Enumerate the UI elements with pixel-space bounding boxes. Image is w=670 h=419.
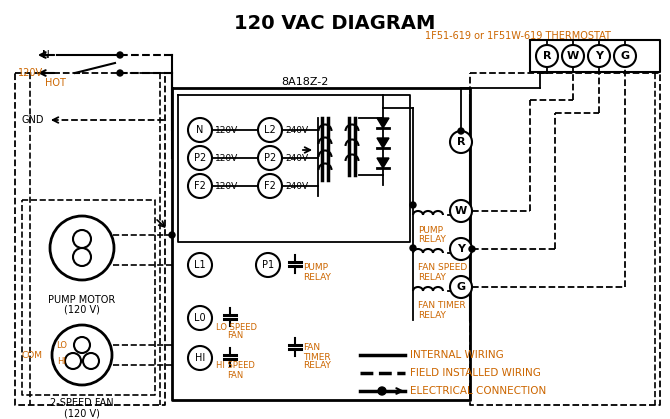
Text: L1: L1 [194, 260, 206, 270]
Text: Y: Y [595, 51, 603, 61]
Text: 240V: 240V [285, 153, 308, 163]
Text: INTERNAL WIRING: INTERNAL WIRING [410, 350, 504, 360]
Circle shape [378, 387, 386, 395]
Circle shape [65, 353, 81, 369]
Text: RELAY: RELAY [418, 272, 446, 282]
Text: PUMP MOTOR: PUMP MOTOR [48, 295, 116, 305]
Text: 1F51-619 or 1F51W-619 THERMOSTAT: 1F51-619 or 1F51W-619 THERMOSTAT [425, 31, 611, 41]
Circle shape [169, 232, 175, 238]
Text: PUMP: PUMP [418, 225, 443, 235]
Text: 120 VAC DIAGRAM: 120 VAC DIAGRAM [234, 14, 436, 33]
Circle shape [117, 70, 123, 76]
Text: TIMER: TIMER [303, 352, 330, 362]
Text: N: N [42, 50, 50, 60]
Circle shape [188, 306, 212, 330]
Circle shape [410, 245, 416, 251]
Text: G: G [456, 282, 466, 292]
Text: FIELD INSTALLED WIRING: FIELD INSTALLED WIRING [410, 368, 541, 378]
Text: R: R [543, 51, 551, 61]
Text: (120 V): (120 V) [64, 408, 100, 418]
Text: P2: P2 [194, 153, 206, 163]
Text: RELAY: RELAY [303, 272, 331, 282]
Text: FAN SPEED: FAN SPEED [418, 264, 467, 272]
Circle shape [188, 253, 212, 277]
Circle shape [458, 128, 464, 134]
Text: FAN: FAN [303, 344, 320, 352]
Text: R: R [457, 137, 465, 147]
Circle shape [73, 230, 91, 248]
Text: W: W [567, 51, 579, 61]
Text: COM: COM [21, 351, 42, 360]
Circle shape [52, 325, 112, 385]
Circle shape [536, 45, 558, 67]
Text: 2-SPEED FAN: 2-SPEED FAN [50, 398, 114, 408]
Text: (120 V): (120 V) [64, 305, 100, 315]
Text: RELAY: RELAY [303, 362, 331, 370]
Circle shape [117, 52, 123, 58]
Circle shape [450, 200, 472, 222]
Text: FAN: FAN [227, 331, 243, 341]
Circle shape [83, 353, 99, 369]
Text: HI: HI [195, 353, 205, 363]
Circle shape [188, 118, 212, 142]
Text: 120V: 120V [215, 181, 239, 191]
Text: P2: P2 [264, 153, 276, 163]
Text: L0: L0 [194, 313, 206, 323]
Text: F2: F2 [264, 181, 276, 191]
Text: G: G [620, 51, 630, 61]
Text: FAN: FAN [227, 370, 243, 380]
Circle shape [50, 216, 114, 280]
Polygon shape [377, 138, 389, 148]
Circle shape [74, 337, 90, 353]
Circle shape [562, 45, 584, 67]
Text: RELAY: RELAY [418, 310, 446, 320]
Circle shape [258, 146, 282, 170]
Circle shape [188, 346, 212, 370]
Polygon shape [377, 158, 389, 168]
Text: HI: HI [58, 357, 66, 365]
Text: N: N [196, 125, 204, 135]
Circle shape [450, 276, 472, 298]
Circle shape [73, 248, 91, 266]
Text: 120V: 120V [215, 153, 239, 163]
Circle shape [410, 202, 416, 208]
Circle shape [258, 174, 282, 198]
Circle shape [588, 45, 610, 67]
Circle shape [188, 146, 212, 170]
Text: Y: Y [457, 244, 465, 254]
Text: 240V: 240V [285, 126, 308, 134]
Text: LO SPEED: LO SPEED [216, 323, 257, 331]
Circle shape [450, 238, 472, 260]
Text: GND: GND [22, 115, 44, 125]
Text: W: W [455, 206, 467, 216]
Circle shape [258, 118, 282, 142]
Circle shape [450, 131, 472, 153]
Text: LO: LO [56, 341, 68, 349]
Text: 120V: 120V [215, 126, 239, 134]
Text: P1: P1 [262, 260, 274, 270]
Circle shape [469, 246, 475, 252]
Circle shape [256, 253, 280, 277]
Circle shape [188, 174, 212, 198]
Text: RELAY: RELAY [418, 235, 446, 243]
Text: F2: F2 [194, 181, 206, 191]
Text: HI SPEED: HI SPEED [216, 362, 255, 370]
Text: 8A18Z-2: 8A18Z-2 [281, 77, 329, 87]
Polygon shape [377, 118, 389, 128]
Text: FAN TIMER: FAN TIMER [418, 302, 466, 310]
Text: 240V: 240V [285, 181, 308, 191]
Text: ELECTRICAL CONNECTION: ELECTRICAL CONNECTION [410, 386, 546, 396]
Text: PUMP: PUMP [303, 264, 328, 272]
Text: 120V: 120V [18, 68, 43, 78]
Text: HOT: HOT [45, 78, 66, 88]
Circle shape [614, 45, 636, 67]
Text: L2: L2 [264, 125, 276, 135]
